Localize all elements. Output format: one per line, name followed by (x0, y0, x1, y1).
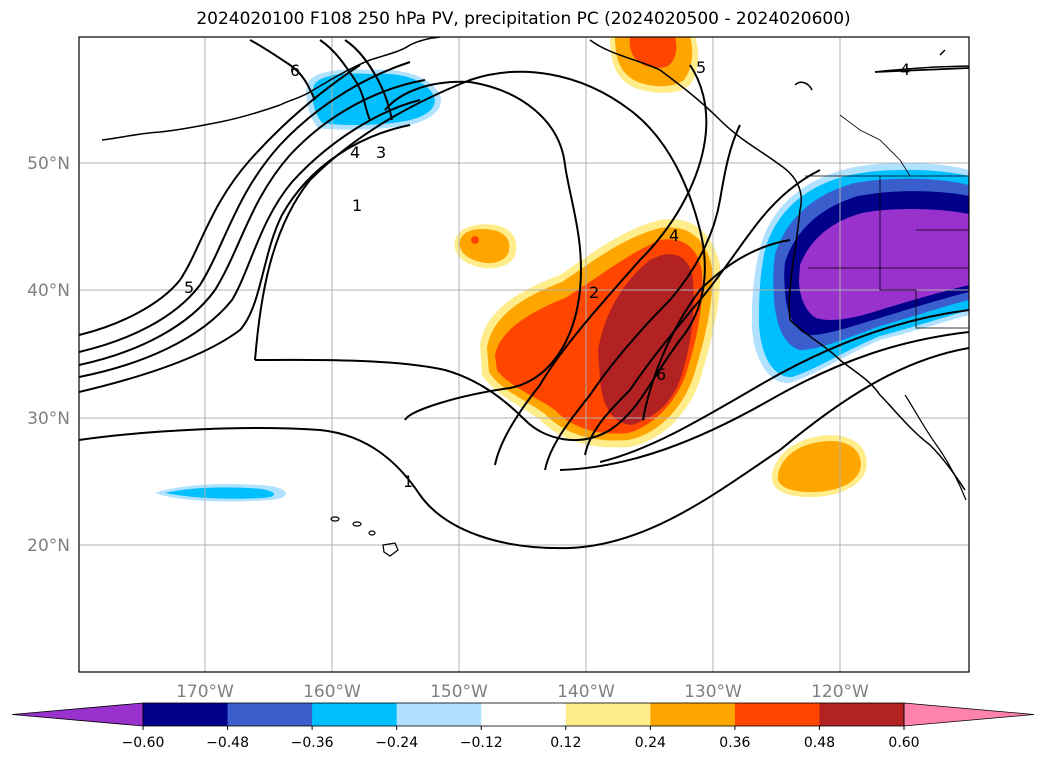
colorbar-tick-label: 0.24 (635, 735, 666, 751)
colorbar-segment (143, 703, 229, 726)
lon-label: 140°W (557, 682, 615, 702)
pv-label: 5 (696, 58, 706, 77)
colorbar-segment (396, 703, 482, 726)
colorbar-segment (819, 703, 905, 726)
colorbar-segment (481, 703, 567, 726)
lon-label: 150°W (430, 682, 488, 702)
colorbar-frame (142, 702, 905, 727)
colorbar-segment (734, 703, 820, 726)
coastlines (101, 37, 969, 501)
lat-label: 30°N (27, 409, 70, 429)
colorbar-segment (227, 703, 313, 726)
pv-label: 4 (900, 60, 910, 79)
colorbar-extend-high (903, 702, 1035, 727)
colorbar-segment (650, 703, 736, 726)
hawaii-islands (330, 516, 399, 557)
pv-label: 5 (184, 278, 194, 297)
colorbar-tick-label: 0.36 (719, 735, 750, 751)
lat-label: 40°N (27, 281, 70, 301)
colorbar-tick-label: −0.12 (460, 735, 503, 751)
colorbar-tick-label: 0.60 (888, 735, 919, 751)
pv-label: 2 (589, 283, 599, 302)
colorbar-segment (312, 703, 398, 726)
map-frame (78, 36, 970, 673)
colorbar-tick-label: −0.48 (206, 735, 249, 751)
latitude-labels: 50°N 40°N 30°N 20°N (27, 154, 70, 556)
pv-label: 4 (669, 226, 679, 245)
pv-label: 6 (656, 365, 666, 384)
colorbar-tick-label: −0.60 (122, 735, 165, 751)
colorbar-extend-low (11, 702, 144, 727)
pv-label: 6 (290, 61, 300, 80)
pv-label: 4 (350, 143, 360, 162)
lon-label: 170°W (176, 682, 234, 702)
colorbar: −0.60 −0.48 −0.36 −0.24 −0.12 0.12 0.24 0.36 0.4… (11, 702, 1035, 751)
lat-label: 50°N (27, 154, 70, 174)
map-title: 2024020100 F108 250 hPa PV, precipitatio… (196, 9, 851, 29)
pv-contours (79, 39, 969, 550)
lat-label: 20°N (27, 536, 70, 556)
lon-label: 160°W (303, 682, 361, 702)
pv-label: 3 (376, 143, 386, 162)
colorbar-segment (565, 703, 651, 726)
colorbar-tick-label: 0.48 (804, 735, 835, 751)
lon-label: 130°W (684, 682, 742, 702)
colorbar-tick-label: 0.12 (550, 735, 581, 751)
lon-label: 120°W (811, 682, 869, 702)
precip-shading (155, 37, 969, 502)
pv-label: 1 (352, 196, 362, 215)
pv-labels: 6 5 4 3 1 5 2 4 6 1 4 (184, 58, 910, 491)
pv-label: 1 (403, 472, 413, 491)
longitude-labels: 170°W 160°W 150°W 140°W 130°W 120°W (176, 682, 869, 702)
borders (805, 114, 969, 329)
colorbar-tick-label: −0.24 (375, 735, 418, 751)
colorbar-tick-label: −0.36 (291, 735, 334, 751)
